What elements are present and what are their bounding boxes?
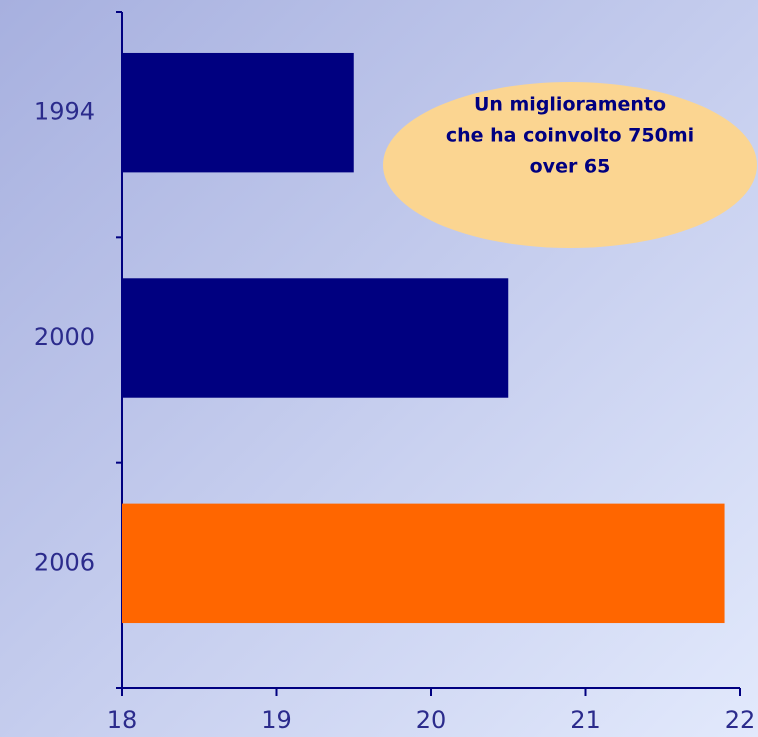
y-tick-label: 2006 (34, 548, 95, 576)
x-tick-label: 20 (416, 706, 447, 734)
x-tick-label: 18 (107, 706, 138, 734)
x-tick-label: 19 (261, 706, 292, 734)
bar (122, 52, 354, 173)
annotation-bubble (383, 82, 757, 248)
annotation-text: che ha coinvolto 750mi (446, 125, 694, 147)
y-tick-label: 2000 (34, 323, 95, 351)
bar (122, 278, 509, 398)
bar (122, 503, 725, 624)
annotation-text: Un miglioramento (474, 94, 666, 116)
x-tick-label: 22 (725, 706, 756, 734)
x-tick-label: 21 (570, 706, 601, 734)
annotation-text: over 65 (530, 156, 611, 178)
y-tick-label: 1994 (34, 98, 95, 126)
